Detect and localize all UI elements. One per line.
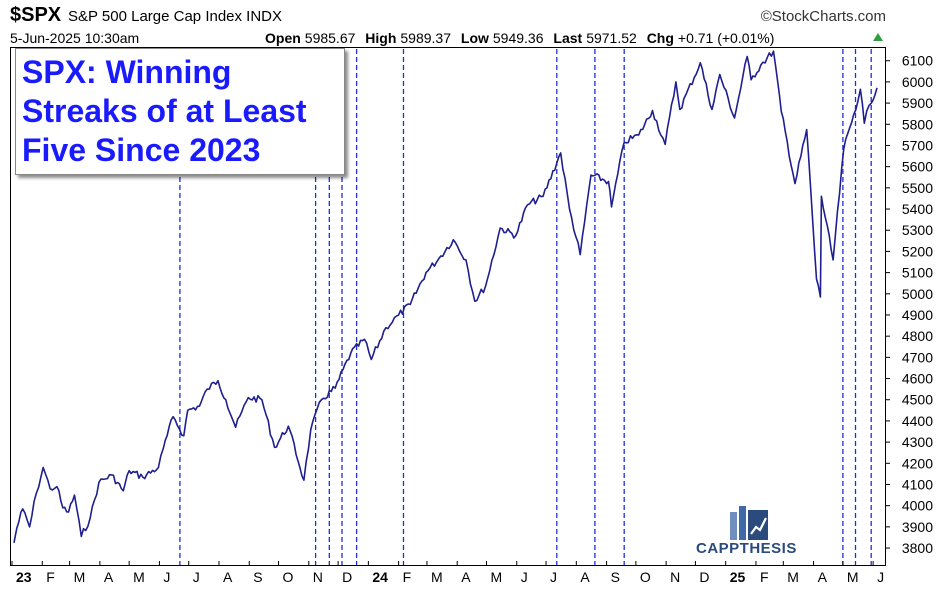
logo-mark-icon [730, 506, 768, 540]
x-tick-label: J [550, 569, 557, 585]
x-tick-label: A [818, 569, 828, 585]
x-tick-label: O [640, 569, 651, 585]
y-tick-label: 4000 [902, 498, 933, 514]
y-tick-label: 3800 [902, 540, 933, 556]
y-tick-label: 4400 [902, 413, 933, 429]
x-tick-label: J [163, 569, 170, 585]
x-tick-label: J [521, 569, 528, 585]
y-tick-label: 4600 [902, 371, 933, 387]
x-tick-label: D [699, 569, 709, 585]
x-tick-label: M [787, 569, 799, 585]
x-tick-label: F [403, 569, 412, 585]
x-tick-label: A [223, 569, 233, 585]
streak-markers [179, 49, 872, 565]
x-axis: 23 F M A M J J A S O N D 24 F M A M J J A S O N D 25 F M A M J [11, 561, 884, 585]
y-tick-label: 4100 [902, 476, 933, 492]
y-tick-label: 5000 [902, 286, 933, 302]
x-tick-label: A [580, 569, 590, 585]
x-tick-label: D [342, 569, 352, 585]
x-tick-label: A [461, 569, 471, 585]
x-tick-label: 24 [372, 569, 388, 585]
y-tick-label: 5500 [902, 180, 933, 196]
x-tick-label: N [670, 569, 680, 585]
y-tick-label: 5700 [902, 137, 933, 153]
y-tick-label: 4500 [902, 392, 933, 408]
y-tick-label: 4800 [902, 328, 933, 344]
x-tick-label: S [611, 569, 620, 585]
x-tick-label: M [490, 569, 502, 585]
x-tick-label: N [313, 569, 323, 585]
up-arrow-icon [873, 33, 883, 41]
x-tick-label: A [104, 569, 114, 585]
y-tick-label: 5400 [902, 201, 933, 217]
x-tick-label: J [193, 569, 200, 585]
last-value: 5971.52 [586, 30, 637, 46]
chg-value: +0.71 (+0.01%) [677, 30, 775, 46]
ohlc-readout: Open 5985.67 High 5989.37 Low 5949.36 Last 5… [259, 30, 774, 46]
y-tick-label: 4200 [902, 455, 933, 471]
low-label: Low [460, 30, 489, 46]
brand-label: ©StockCharts.com [760, 8, 886, 25]
y-tick-label: 5800 [902, 116, 933, 132]
y-tick-label: 5600 [902, 159, 933, 175]
plot-frame [10, 47, 886, 566]
chart-title-box: SPX: Winning Streaks of at Least Five Si… [15, 48, 345, 175]
price-line [13, 50, 878, 543]
y-tick-label: 3900 [902, 519, 933, 535]
x-tick-label: O [283, 569, 294, 585]
y-tick-label: 4900 [902, 307, 933, 323]
x-tick-label: F [46, 569, 55, 585]
high-label: High [365, 30, 397, 46]
x-tick-label: J [877, 569, 884, 585]
x-tick-label: M [431, 569, 443, 585]
x-tick-label: 23 [16, 569, 32, 585]
y-tick-label: 5300 [902, 222, 933, 238]
y-tick-label: 5900 [902, 95, 933, 111]
y-tick-label: 5200 [902, 243, 933, 259]
symbol: $SPX [10, 4, 62, 26]
y-tick-label: 5100 [902, 265, 933, 281]
y-tick-label: 6000 [902, 74, 933, 90]
y-tick-label: 6100 [902, 53, 933, 69]
cappthesis-logo: CAPPTHESIS [696, 502, 806, 564]
x-tick-label: F [760, 569, 769, 585]
y-tick-label: 4300 [902, 434, 933, 450]
x-tick-label: S [253, 569, 262, 585]
x-tick-label: 25 [730, 569, 746, 585]
index-name: S&P 500 Large Cap Index INDX [68, 8, 283, 25]
chg-label: Chg [646, 30, 674, 46]
quote-date: 5-Jun-2025 10:30am [10, 30, 140, 46]
open-label: Open [265, 30, 301, 46]
high-value: 5989.37 [400, 30, 451, 46]
x-tick-label: M [847, 569, 859, 585]
last-label: Last [553, 30, 583, 46]
logo-text: CAPPTHESIS [696, 540, 797, 557]
low-value: 5949.36 [492, 30, 544, 46]
x-tick-label: M [74, 569, 86, 585]
x-tick-label: M [133, 569, 145, 585]
y-tick-label: 4700 [902, 349, 933, 365]
open-value: 5985.67 [304, 30, 356, 46]
chart-title: SPX: Winning Streaks of at Least Five Si… [22, 54, 307, 168]
y-axis: 3800 3900 4000 4100 4200 4300 4400 4500 4600 4700… [886, 53, 933, 556]
